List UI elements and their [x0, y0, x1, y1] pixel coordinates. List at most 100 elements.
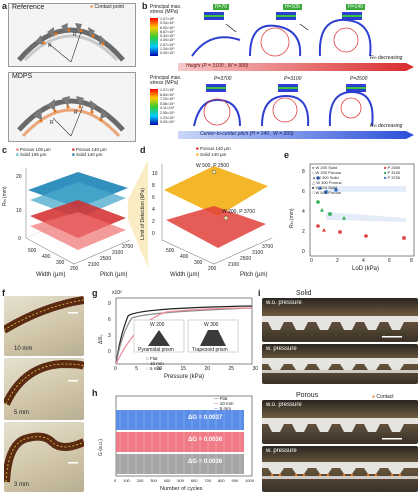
legend-porous-105: ■ Porous 105 µm	[16, 147, 51, 152]
legend-h-5mm: — 5 mm	[214, 406, 232, 411]
legend-g-flat: ○ Flat	[146, 356, 158, 361]
height-label-105: H=105	[283, 4, 302, 10]
panel-d-zlabel: Limit of Detection (kPa)	[140, 188, 146, 240]
stress-colorbar-2-ticks: 1.07×10¹ 8.84×10⁰ 7.20×10⁰ 5.56×10⁰ 4.11…	[160, 88, 175, 125]
panel-e-marker-1	[318, 186, 322, 190]
porous-w-teeth	[262, 462, 418, 479]
reference-r-label-2: R	[48, 43, 52, 49]
panel-c-ylabel: Pitch (µm)	[100, 272, 128, 278]
solid-wo-teeth	[262, 316, 418, 338]
legend-solid-140: ■ Solid 140 µm	[72, 152, 103, 157]
mdps-title: MDPS	[12, 73, 33, 80]
panel-label-f: f	[2, 288, 5, 298]
legend-w500-solid: ■ W 500 Solid	[312, 185, 338, 190]
photo-5mm-strip	[4, 359, 84, 406]
delta-g-flat: ΔG = 0.0037	[188, 415, 223, 421]
panel-g-xticks: 0 5 10 15 20 25 30	[114, 366, 258, 372]
panel-d-xtick-400: 400	[180, 254, 189, 260]
panel-e-marker-10	[338, 230, 342, 234]
panel-e-marker-8	[316, 224, 320, 228]
panel-e-marker-0	[316, 176, 320, 180]
panel-d-xlabel: Width (µm)	[170, 272, 200, 278]
panel-d-xtick-500: 500	[166, 248, 175, 254]
panel-label-h: h	[92, 388, 98, 398]
panel-c-ytick-3100: 3100	[112, 250, 124, 256]
solid-w-label: w. pressure	[266, 346, 297, 352]
mdps-r-label-2: R	[50, 120, 54, 126]
panel-d-ytick-2500: 2500	[240, 256, 252, 262]
legend-g-5mm: ○ 5 mm	[146, 366, 162, 371]
delta-g-10mm: ΔG = 0.0036	[188, 437, 223, 443]
panel-d-ylabel: Pitch (µm)	[240, 272, 268, 278]
legend-p2500: ■ P 2500	[384, 165, 401, 170]
panel-e-xtick-4: 4	[362, 258, 365, 264]
delta-g-5mm: ΔG = 0.0036	[188, 459, 223, 465]
panel-c-ytick-3700: 3700	[122, 244, 134, 250]
panel-label-d: d	[140, 145, 146, 155]
panel-g-xlabel: Pressure (kPa)	[164, 374, 205, 380]
panel-h-ylabel: G (a.u.)	[98, 439, 104, 456]
caption-3mm: 3 mm	[14, 482, 29, 488]
reference-r-label: R	[73, 32, 77, 38]
porous-w-pressure-photo	[262, 446, 418, 492]
porous-wo-label: w.o. pressure	[266, 402, 302, 408]
pitch-label-3700: P=3700	[214, 76, 232, 82]
solid-title: Solid	[296, 290, 312, 297]
stress-colorbar-2-title: Principal max. stress (MPa)	[150, 75, 182, 86]
panel-e-legend-colors: ■ P 2500 ■ P 3100 ■ P 3700	[384, 165, 400, 180]
reference-title: Reference	[12, 4, 45, 11]
legend-porous-140: ■ Porous 140 µm	[72, 147, 107, 152]
prism-2-width: W 300	[204, 322, 219, 328]
contact-dot-icon: ●	[372, 394, 376, 400]
pitch-label-3100: P=3100	[284, 76, 302, 82]
pitch-arrow-label: Center-to-center pitch (H = 140 , W = 30…	[200, 131, 294, 137]
legend-g-10mm: ○ 10 mm	[146, 361, 164, 366]
contact-legend: ● Contact	[372, 394, 394, 400]
height-arrow-label: Height (P = 3100 , W = 300)	[186, 63, 249, 69]
panel-d-ytick-3700: 3700	[262, 244, 274, 250]
panel-e-marker-3	[334, 188, 338, 192]
legend-w200-solid: ● W 200 Solid	[312, 165, 338, 170]
stress-colorbar-1-title: Principal max. stress (MPa)	[150, 4, 182, 15]
caption-10mm: 10 mm	[14, 346, 33, 352]
panel-label-a: a	[2, 1, 8, 11]
legend-w500-porous: □ W 500 Porous	[312, 190, 341, 195]
panel-c-xtick-200: 200	[70, 266, 79, 272]
panel-g-legend: ○ Flat ○ 10 mm ○ 5 mm	[146, 356, 164, 371]
panel-d-3d-surface	[161, 164, 273, 265]
panel-e-plot	[309, 163, 415, 257]
porous-wo-teeth	[262, 418, 418, 440]
panel-label-c: c	[2, 145, 8, 155]
panel-e-xtick-6: 6	[388, 258, 391, 264]
panel-c-ztick-10: 10	[16, 208, 22, 214]
height-simulation-row	[191, 12, 372, 57]
panel-c-xtick-500: 500	[28, 248, 37, 254]
photo-5mm	[4, 358, 84, 420]
panel-c-xlabel: Width (µm)	[36, 272, 66, 278]
prism-1-name: Pyramidal prism	[138, 347, 174, 353]
panel-c-ytick-2500: 2500	[100, 256, 112, 262]
pitch-label-2500: P=2500	[350, 76, 368, 82]
panel-e-marker-6	[328, 212, 332, 216]
stress-colorbar-1	[150, 18, 158, 56]
contact-point-dot-icon: ●	[90, 4, 94, 10]
prism-shapes	[133, 319, 239, 353]
panel-e-marker-5	[320, 208, 324, 212]
panel-e-xtick-0: 0	[310, 258, 313, 264]
panel-h-legend: — Flat — 10 mm — 5 mm	[214, 396, 234, 411]
photo-10mm-strip	[4, 296, 84, 334]
panel-label-b: b	[142, 1, 148, 11]
contact-point-legend: ● Contact point	[90, 4, 124, 10]
panel-e-xtick-8: 8	[410, 258, 413, 264]
height-label-140: H=140	[346, 4, 365, 10]
legend-solid-140-d: ■ Solid 140 µm	[196, 151, 227, 157]
panel-g-yexp: x10²	[112, 290, 122, 296]
panel-a-mdps-box	[8, 72, 136, 142]
pitch-r-decreasing: Rth decreasing	[370, 123, 403, 129]
panel-d-ytick-3100: 3100	[252, 250, 264, 256]
height-arrow	[178, 63, 414, 71]
panel-e-marker-12	[402, 236, 406, 240]
panel-d-xtick-300: 300	[194, 260, 203, 266]
